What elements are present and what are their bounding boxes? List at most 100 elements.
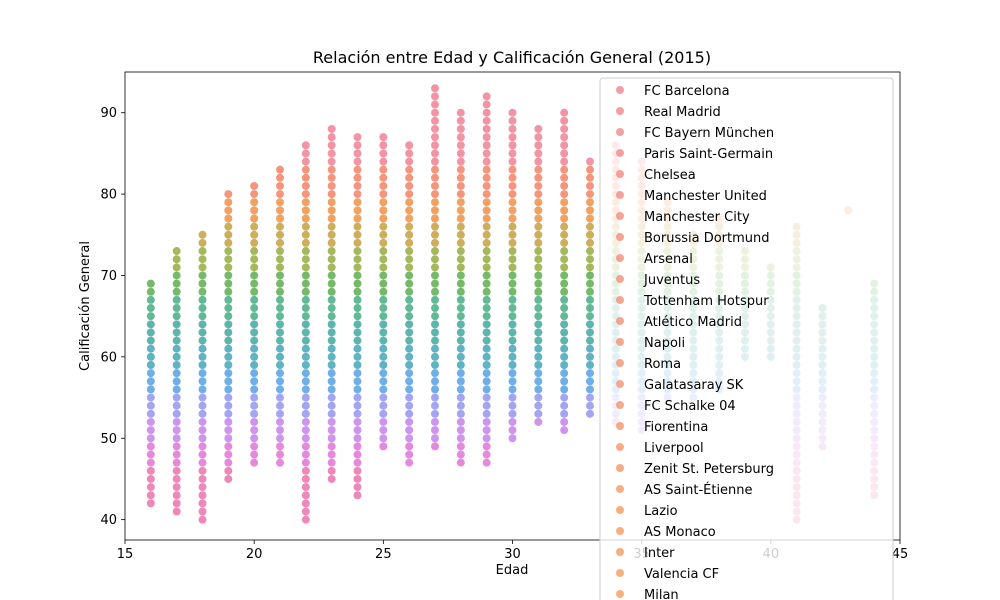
data-point — [198, 304, 207, 313]
data-point — [250, 458, 259, 467]
data-point — [379, 434, 388, 443]
data-point — [534, 190, 543, 199]
data-point — [327, 377, 336, 386]
data-point — [172, 377, 181, 386]
data-point — [172, 474, 181, 483]
legend-marker — [616, 317, 624, 325]
data-point — [482, 238, 491, 247]
data-point — [353, 133, 362, 142]
data-point — [560, 271, 569, 280]
data-point — [327, 336, 336, 345]
data-point — [146, 385, 155, 394]
data-point — [482, 377, 491, 386]
data-point — [276, 279, 284, 288]
data-point — [353, 157, 362, 166]
data-point — [198, 515, 207, 524]
data-point — [301, 352, 310, 361]
data-point — [198, 247, 207, 256]
data-point — [379, 263, 388, 272]
data-point — [560, 279, 569, 288]
data-point — [405, 181, 414, 190]
data-point — [431, 222, 439, 231]
data-point — [301, 238, 310, 247]
data-point — [560, 255, 569, 264]
data-point — [146, 417, 155, 426]
data-point — [172, 393, 181, 402]
data-point — [353, 328, 362, 337]
y-axis-label: Calificación General — [78, 241, 93, 371]
data-point — [353, 198, 362, 207]
data-point — [508, 222, 517, 231]
data-point — [482, 214, 491, 223]
y-tick-label: 40 — [100, 513, 117, 528]
legend-marker — [616, 128, 624, 136]
data-point — [534, 401, 543, 410]
data-point — [327, 149, 336, 158]
data-point — [456, 198, 465, 207]
data-point — [456, 124, 465, 133]
data-point — [508, 344, 517, 353]
data-point — [224, 401, 233, 410]
legend-marker — [616, 380, 624, 388]
data-point — [560, 377, 569, 386]
data-point — [456, 328, 465, 337]
data-point — [431, 206, 439, 215]
data-point — [508, 124, 517, 133]
data-point — [172, 320, 181, 329]
data-point — [172, 295, 181, 304]
data-point — [353, 409, 362, 418]
data-point — [379, 377, 388, 386]
data-point — [456, 320, 465, 329]
data-point — [301, 344, 310, 353]
data-point — [586, 271, 594, 280]
data-point — [198, 442, 207, 451]
data-point — [146, 279, 155, 288]
legend-marker — [616, 338, 624, 346]
data-point — [224, 369, 233, 378]
data-point — [482, 279, 491, 288]
data-point — [431, 409, 439, 418]
data-point — [508, 434, 517, 443]
data-point — [276, 181, 284, 190]
data-point — [379, 279, 388, 288]
data-point — [224, 214, 233, 223]
data-point — [276, 198, 284, 207]
data-point — [482, 442, 491, 451]
data-point — [560, 133, 569, 142]
data-point — [327, 238, 336, 247]
data-point — [586, 255, 594, 264]
data-point — [534, 328, 543, 337]
data-point — [276, 255, 284, 264]
data-point — [301, 442, 310, 451]
data-point — [327, 385, 336, 394]
data-point — [431, 100, 439, 109]
data-point — [508, 287, 517, 296]
data-point — [586, 312, 594, 321]
data-point — [482, 401, 491, 410]
data-point — [456, 401, 465, 410]
data-point — [198, 507, 207, 516]
data-point — [353, 361, 362, 370]
legend-label: Juventus — [643, 273, 700, 288]
data-point — [534, 417, 543, 426]
data-point — [146, 499, 155, 508]
data-point — [250, 181, 259, 190]
data-point — [431, 369, 439, 378]
data-point — [560, 328, 569, 337]
data-point — [456, 442, 465, 451]
data-point — [327, 165, 336, 174]
data-point — [431, 385, 439, 394]
data-point — [456, 312, 465, 321]
data-point — [431, 173, 439, 182]
data-point — [146, 442, 155, 451]
data-point — [560, 108, 569, 117]
data-point — [431, 434, 439, 443]
data-point — [172, 483, 181, 492]
data-point — [482, 434, 491, 443]
data-point — [172, 328, 181, 337]
data-point — [250, 320, 259, 329]
legend-marker — [616, 254, 624, 262]
data-point — [431, 190, 439, 199]
legend-marker — [616, 296, 624, 304]
y-axis: 40 50 60 70 80 90 — [100, 106, 125, 528]
